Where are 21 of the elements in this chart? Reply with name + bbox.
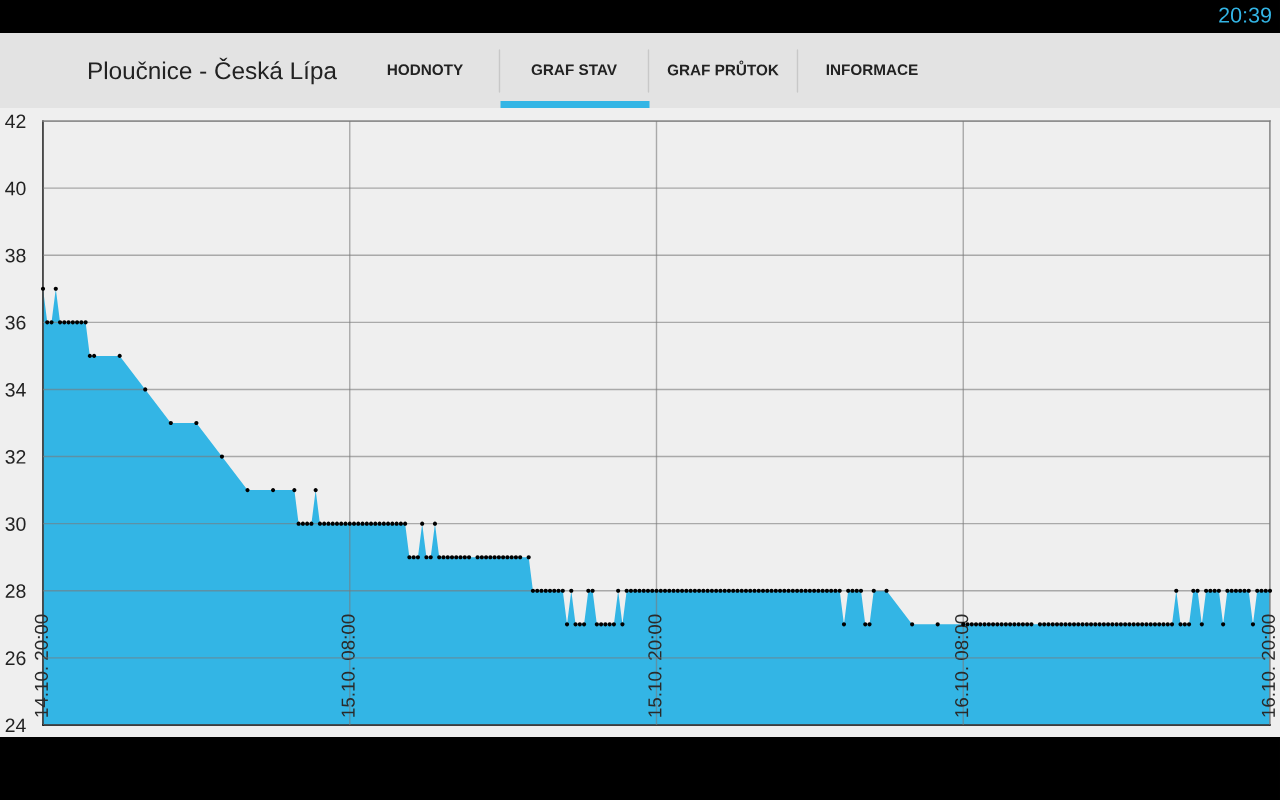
y-tick-label: 42 <box>5 114 26 129</box>
y-tick-label: 36 <box>5 315 26 330</box>
text: 20:39 <box>1219 7 1271 23</box>
text: GRAF STAV <box>531 64 617 76</box>
y-tick-label: 28 <box>5 584 26 599</box>
x-tick-label: 14.10. 20:00 <box>34 614 49 717</box>
y-tick-label: 32 <box>5 450 26 464</box>
x-tick-label: 16.10. 20:00 <box>1261 614 1276 717</box>
text: INFORMACE <box>826 64 918 76</box>
y-tick-label: 24 <box>5 718 26 733</box>
y-tick-label: 30 <box>5 517 26 531</box>
y-tick-label: 34 <box>5 382 26 397</box>
x-tick-label: 15.10. 08:00 <box>341 614 355 717</box>
y-tick-label: 38 <box>5 248 26 263</box>
chart-title: Ploučnice - Česká Lípa <box>88 57 337 85</box>
text: HODNOTY <box>387 64 463 76</box>
y-tick-label: 40 <box>5 181 26 196</box>
y-tick-label: 26 <box>5 651 26 666</box>
text: GRAF PRŮTOK <box>667 60 779 76</box>
x-tick-label: 15.10. 20:00 <box>648 614 662 717</box>
x-tick-label: 16.10. 08:00 <box>955 614 969 717</box>
